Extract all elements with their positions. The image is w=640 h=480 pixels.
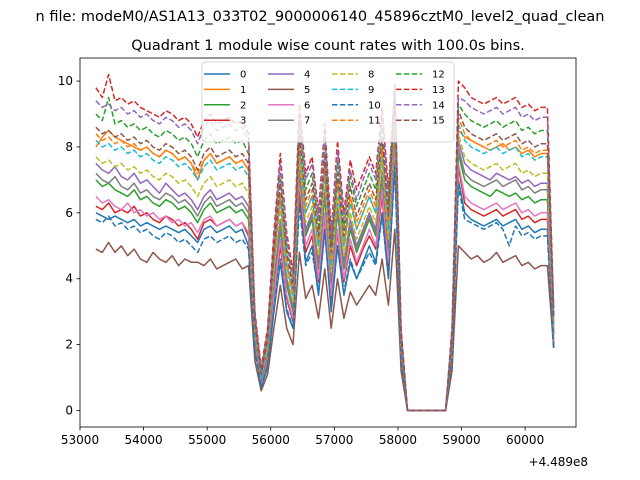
x-axis-ticks: 53000 54000 55000 56000 57000 58000 59000 60000 (61, 427, 544, 447)
series-line-7 (95, 126, 555, 412)
x-tick-label: 58000 (379, 433, 417, 447)
axes-frame (79, 57, 577, 428)
chart-title: Quadrant 1 module wise count rates with … (131, 38, 525, 54)
y-axis-ticks: 0 2 4 6 8 10 (58, 74, 80, 418)
y-tick-label: 0 (65, 404, 73, 418)
legend-label-3: 3 (240, 116, 246, 127)
series-line-12 (95, 90, 555, 412)
series-line-5 (95, 228, 555, 412)
x-tick-label: 54000 (124, 433, 162, 447)
x-tick-label: 55000 (188, 433, 226, 447)
legend-label-14: 14 (432, 100, 445, 111)
series-line-8 (95, 113, 555, 412)
x-tick-label: 57000 (315, 433, 353, 447)
series-line-10 (95, 165, 555, 412)
legend-label-8: 8 (368, 70, 374, 81)
legend-frame (201, 61, 455, 143)
y-tick-label: 2 (65, 338, 73, 352)
legend-label-4: 4 (304, 70, 310, 81)
x-tick-label: 53000 (61, 433, 99, 447)
x-axis-offset-label: +4.489e8 (529, 455, 588, 469)
series-line-6 (95, 139, 555, 412)
legend-label-2: 2 (240, 100, 246, 111)
y-tick-label: 6 (65, 206, 73, 220)
legend-label-13: 13 (432, 85, 445, 96)
series-line-14 (95, 86, 555, 412)
legend-label-9: 9 (368, 85, 374, 96)
series-line-15 (95, 93, 555, 412)
chart-suptitle: n file: modeM0/AS1A13_033T02_9000006140_… (36, 9, 605, 25)
x-tick-label: 56000 (252, 433, 290, 447)
legend-label-6: 6 (304, 100, 310, 111)
y-tick-label: 8 (65, 140, 73, 154)
legend-label-15: 15 (432, 116, 445, 127)
y-tick-label: 4 (65, 272, 73, 286)
legend-label-1: 1 (240, 85, 246, 96)
legend-label-12: 12 (432, 70, 445, 81)
legend-label-10: 10 (368, 100, 381, 111)
x-tick-label: 60000 (506, 433, 544, 447)
x-tick-label: 59000 (442, 433, 480, 447)
y-tick-label: 10 (58, 74, 73, 88)
legend-label-7: 7 (304, 116, 310, 127)
legend-label-5: 5 (304, 85, 310, 96)
series-line-0 (95, 162, 555, 412)
legend-label-0: 0 (240, 70, 246, 81)
legend-label-11: 11 (368, 116, 381, 127)
